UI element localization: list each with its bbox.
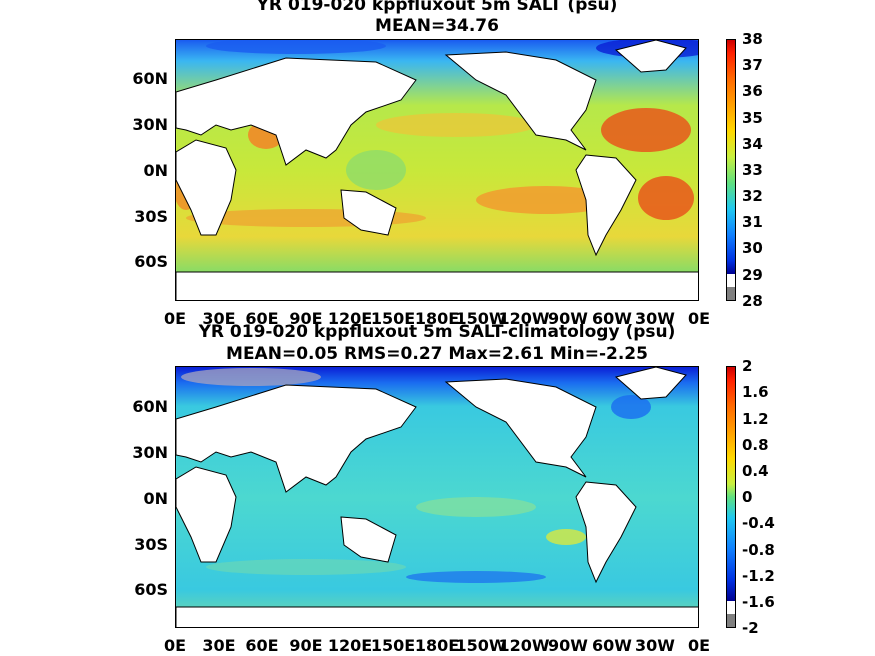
panel2-subtitle: MEAN=0.05 RMS=0.27 Max=2.61 Min=-2.25	[226, 344, 648, 364]
lon-label: 180E	[414, 309, 460, 328]
lon-label: 0E	[163, 636, 187, 655]
panel2-lat-label: 30N	[132, 443, 168, 462]
colorbar-label: 0	[742, 488, 753, 506]
lon-label: 60E	[245, 309, 279, 328]
colorbar-label: -1.6	[742, 593, 775, 611]
colorbar-label: 0.4	[742, 462, 769, 480]
colorbar-label: 36	[742, 82, 763, 100]
lon-label: 150W	[455, 636, 507, 655]
panel1-salinity-map	[175, 39, 699, 301]
colorbar-label: 37	[742, 56, 763, 74]
colorbar-label: 32	[742, 187, 763, 205]
lon-label: 120W	[498, 309, 550, 328]
lon-label: 150E	[370, 636, 416, 655]
colorbar-label: 1.6	[742, 383, 769, 401]
colorbar-label: 33	[742, 161, 763, 179]
panel1-lat-label: 0N	[143, 161, 168, 180]
panel1-lat-label: 30N	[132, 115, 168, 134]
lon-label: 90E	[289, 636, 323, 655]
lon-label: 60E	[245, 636, 279, 655]
colorbar-label: 29	[742, 266, 763, 284]
lon-label: 180E	[414, 636, 460, 655]
lon-label: 150E	[370, 309, 416, 328]
panel2-lat-label: 60S	[134, 580, 168, 599]
lon-label: 90W	[548, 309, 588, 328]
lon-label: 30W	[635, 309, 675, 328]
colorbar-label: 38	[742, 30, 763, 48]
colorbar-label: 2	[742, 357, 753, 375]
colorbar-label: 1.2	[742, 410, 769, 428]
panel1-colorbar	[726, 39, 736, 301]
lon-label: 0E	[687, 636, 711, 655]
panel1-lat-label: 30S	[134, 207, 168, 226]
colorbar-label: 34	[742, 135, 763, 153]
lon-label: 150W	[455, 309, 507, 328]
colorbar-label: -2	[742, 619, 759, 637]
colorbar-label: -0.8	[742, 541, 775, 559]
lon-label: 30E	[202, 636, 236, 655]
lon-label: 120E	[327, 636, 373, 655]
colorbar-label: 35	[742, 109, 763, 127]
lon-label: 120W	[498, 636, 550, 655]
colorbar-label: 28	[742, 292, 763, 310]
colorbar-label: 0.8	[742, 436, 769, 454]
panel2-anomaly-map	[175, 366, 699, 628]
panel2-lat-label: 30S	[134, 535, 168, 554]
panel2-title: YR 019-020 kppfluxout 5m SALT-climatolog…	[198, 322, 676, 342]
lon-label: 0E	[163, 309, 187, 328]
panel2-colorbar	[726, 366, 736, 628]
panel1-map-svg	[176, 40, 698, 300]
panel1-title: YR 019-020 kppfluxout 5m SALT (psu)	[256, 0, 618, 15]
lon-label: 90W	[548, 636, 588, 655]
panel1-subtitle: MEAN=34.76	[375, 16, 499, 36]
lon-label: 0E	[687, 309, 711, 328]
lon-label: 90E	[289, 309, 323, 328]
lon-label: 30W	[635, 636, 675, 655]
lon-label: 120E	[327, 309, 373, 328]
colorbar-label: -0.4	[742, 514, 775, 532]
panel1-lat-label: 60N	[132, 69, 168, 88]
panel1-lat-label: 60S	[134, 252, 168, 271]
panel2-lat-label: 0N	[143, 489, 168, 508]
panel2-map-svg	[176, 367, 698, 627]
lon-label: 60W	[592, 309, 632, 328]
lon-label: 30E	[202, 309, 236, 328]
colorbar-label: 30	[742, 239, 763, 257]
panel2-lat-label: 60N	[132, 397, 168, 416]
colorbar-label: -1.2	[742, 567, 775, 585]
colorbar-label: 31	[742, 213, 763, 231]
lon-label: 60W	[592, 636, 632, 655]
